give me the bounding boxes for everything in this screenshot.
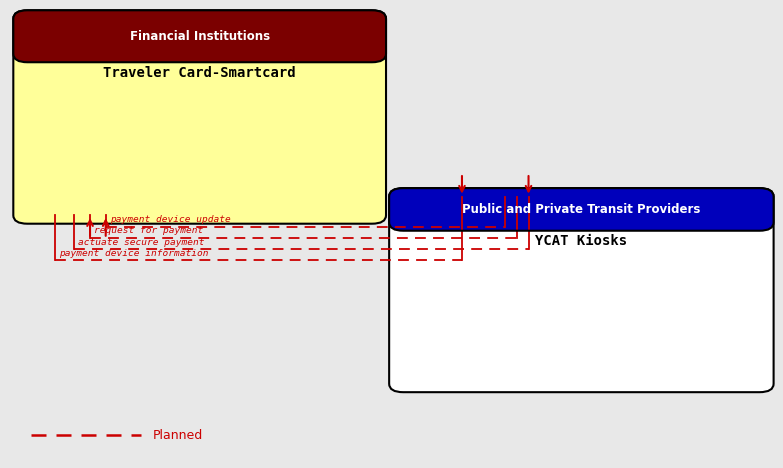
Bar bbox=[407, 208, 756, 222]
Text: Planned: Planned bbox=[153, 429, 203, 442]
Text: Traveler Card-Smartcard: Traveler Card-Smartcard bbox=[103, 66, 296, 80]
Text: Financial Institutions: Financial Institutions bbox=[130, 30, 269, 43]
FancyBboxPatch shape bbox=[13, 10, 386, 62]
Bar bbox=[31, 35, 368, 54]
Text: actuate secure payment: actuate secure payment bbox=[78, 238, 205, 247]
FancyBboxPatch shape bbox=[389, 188, 774, 231]
FancyBboxPatch shape bbox=[389, 188, 774, 392]
Text: payment device information: payment device information bbox=[59, 249, 208, 258]
Text: Public and Private Transit Providers: Public and Private Transit Providers bbox=[462, 203, 701, 216]
FancyBboxPatch shape bbox=[13, 10, 386, 224]
Text: request for payment: request for payment bbox=[94, 227, 204, 235]
Text: payment device update: payment device update bbox=[110, 215, 230, 224]
Text: YCAT Kiosks: YCAT Kiosks bbox=[536, 234, 627, 248]
